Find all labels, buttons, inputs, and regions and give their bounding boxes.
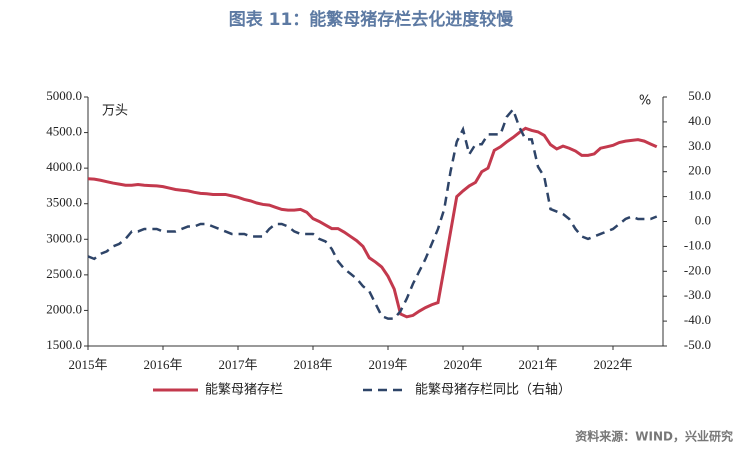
x-tick-label: 2017年 — [218, 357, 257, 372]
x-tick-label: 2021年 — [518, 357, 557, 372]
y-tick-label: 3000.0 — [46, 230, 82, 245]
x-tick-label: 2022年 — [593, 357, 632, 372]
x-tick-label: 2019年 — [368, 357, 407, 372]
y-axis-unit: 万头 — [102, 104, 128, 119]
x-tick-label: 2016年 — [143, 357, 182, 372]
x-tick-label: 2020年 — [443, 357, 482, 372]
series-line — [87, 126, 658, 319]
y2-tick-label: -10.0 — [684, 237, 711, 252]
series-line — [87, 106, 658, 320]
y2-tick-label: -50.0 — [684, 337, 711, 352]
y2-tick-label: -20.0 — [684, 262, 711, 277]
y-tick-label: 5000.0 — [46, 88, 82, 103]
y-tick-label: 2000.0 — [46, 301, 82, 316]
chart-title: 图表 11：能繁母猪存栏去化进度较慢 — [229, 9, 515, 30]
x-tick-label: 2015年 — [68, 357, 107, 372]
y2-tick-label: -40.0 — [684, 312, 711, 327]
y2-tick-label: 30.0 — [688, 138, 711, 153]
y-tick-label: 3500.0 — [46, 195, 82, 210]
y-tick-label: 4000.0 — [46, 159, 82, 174]
y2-tick-label: 40.0 — [688, 113, 711, 128]
y-tick-label: 1500.0 — [46, 337, 82, 352]
y2-tick-label: 50.0 — [688, 88, 711, 103]
y-tick-label: 2500.0 — [46, 266, 82, 281]
x-tick-label: 2018年 — [293, 357, 332, 372]
source-note: 资料来源：WIND，兴业研究 — [575, 429, 733, 444]
y-tick-label: 4500.0 — [46, 124, 82, 139]
y2-tick-label: 20.0 — [688, 163, 711, 178]
legend-label: 能繁母猪存栏 — [205, 382, 283, 398]
y2-tick-label: 0.0 — [695, 212, 711, 227]
legend-label: 能繁母猪存栏同比（右轴） — [415, 382, 571, 398]
y2-tick-label: -30.0 — [684, 287, 711, 302]
y2-axis-unit: % — [639, 94, 651, 109]
y2-tick-label: 10.0 — [688, 188, 711, 203]
